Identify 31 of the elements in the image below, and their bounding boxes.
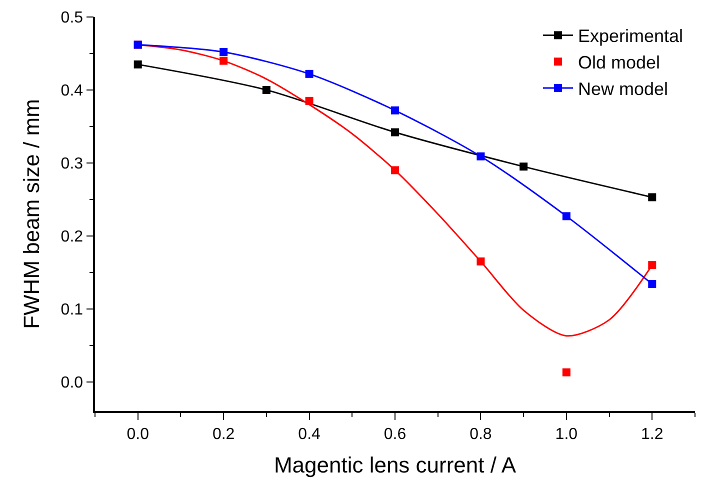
x-tick-label: 0.0 <box>126 426 150 443</box>
point <box>476 152 485 160</box>
y-tick-label: 0.4 <box>60 82 84 100</box>
x-axis-title: Magentic lens current / A <box>274 452 516 478</box>
legend-label: New model <box>578 79 668 100</box>
point <box>648 261 656 270</box>
point <box>562 212 570 220</box>
x-tick-label: 0.8 <box>470 426 492 443</box>
legend-label: Experimental <box>578 26 684 46</box>
point <box>562 368 570 376</box>
x-tick-label: 0.6 <box>384 426 406 443</box>
y-tick-label: 0.5 <box>60 10 84 27</box>
point <box>220 48 228 56</box>
x-tick-label: 1.0 <box>555 426 578 443</box>
y-axis-title: FWHM beam size / mm <box>19 99 44 329</box>
point <box>305 70 314 78</box>
y-tick-label: 0.2 <box>60 228 84 246</box>
x-tick-label: 1.2 <box>641 426 664 443</box>
x-tick-label: 0.4 <box>298 426 321 443</box>
point <box>391 128 399 136</box>
point <box>520 162 528 171</box>
point <box>648 193 656 202</box>
y-tick-label: 0.3 <box>60 156 84 173</box>
x-tick-label: 0.2 <box>212 426 235 443</box>
y-tick-label: 0.0 <box>60 374 84 392</box>
legend-label: Old model <box>578 52 660 73</box>
point <box>648 280 656 288</box>
point <box>262 86 270 94</box>
point <box>391 106 399 114</box>
point <box>134 60 142 68</box>
y-tick-label: 0.1 <box>60 301 84 318</box>
